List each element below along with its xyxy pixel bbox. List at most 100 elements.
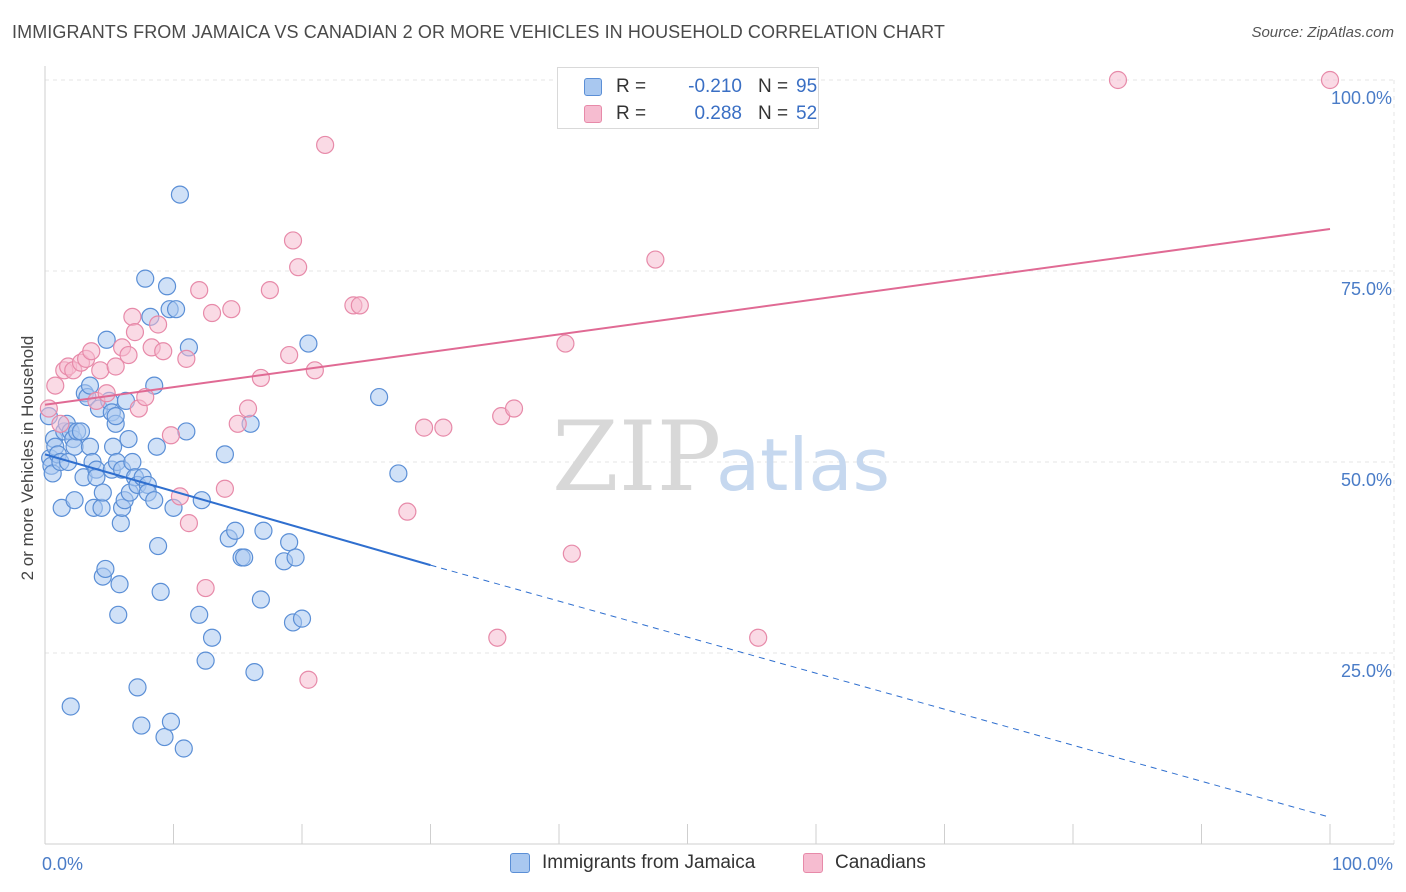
data-point-canadians	[46, 376, 65, 395]
legend-n-value: 52	[796, 103, 818, 124]
source-credit: Source: ZipAtlas.com	[1251, 24, 1394, 41]
x-tick-label: 100.0%	[1332, 854, 1393, 874]
data-point-jamaica	[93, 483, 112, 502]
data-point-jamaica	[119, 429, 138, 449]
y-tick-labels: 25.0% 50.0% 75.0% 100.0%	[1331, 88, 1392, 681]
data-point-jamaica	[202, 628, 222, 647]
y-tick-label: 25.0%	[1341, 661, 1392, 681]
legend-n-label: N =	[758, 76, 789, 97]
data-point-canadians	[299, 670, 318, 689]
trend-line-jamaica-extension	[430, 564, 1331, 818]
data-point-canadians	[488, 628, 507, 647]
data-point-jamaica	[128, 678, 147, 697]
series-canadians-points	[39, 70, 1340, 689]
data-point-jamaica	[132, 716, 151, 735]
data-point-jamaica	[123, 452, 142, 472]
y-axis-label: 2 or more Vehicles in Household	[18, 336, 37, 581]
data-point-jamaica	[254, 521, 273, 540]
data-point-jamaica	[190, 605, 209, 624]
watermark-zip: ZIP	[552, 401, 721, 513]
data-point-jamaica	[80, 437, 100, 456]
chart-title: IMMIGRANTS FROM JAMAICA VS CANADIAN 2 OR…	[12, 22, 945, 42]
data-point-jamaica	[148, 536, 168, 556]
data-point-canadians	[123, 307, 142, 326]
y-tick-label: 50.0%	[1341, 470, 1392, 490]
correlation-legend: R = -0.210 N = 95 R = 0.288 N = 52	[557, 67, 819, 129]
data-point-jamaica	[111, 514, 130, 533]
legend-r-value: -0.210	[688, 76, 742, 97]
data-point-canadians	[1108, 70, 1128, 90]
data-point-canadians	[562, 544, 581, 563]
legend-item-jamaica: Immigrants from Jamaica	[510, 852, 790, 878]
data-point-canadians	[749, 628, 768, 647]
data-point-canadians	[646, 250, 665, 269]
data-point-jamaica	[151, 582, 170, 601]
data-point-canadians	[283, 231, 303, 250]
data-point-canadians	[125, 323, 145, 342]
data-point-canadians	[1320, 70, 1340, 90]
data-point-jamaica	[174, 739, 193, 758]
data-point-jamaica	[226, 521, 245, 540]
data-point-jamaica	[104, 437, 123, 456]
data-point-jamaica	[80, 376, 100, 395]
legend-swatch-blue	[584, 78, 602, 96]
data-point-jamaica	[110, 575, 129, 594]
legend-n-value: 95	[796, 76, 818, 97]
data-point-canadians	[260, 281, 279, 300]
data-point-jamaica	[166, 300, 186, 319]
data-point-canadians	[136, 387, 155, 407]
data-point-jamaica	[136, 269, 155, 288]
data-point-jamaica	[109, 605, 128, 624]
data-point-canadians	[202, 303, 222, 323]
data-point-jamaica	[196, 651, 215, 670]
data-point-jamaica	[215, 445, 234, 464]
data-point-jamaica	[299, 334, 318, 353]
legend-r-label: R =	[616, 103, 647, 124]
data-point-canadians	[148, 315, 168, 334]
data-point-jamaica	[251, 590, 270, 609]
data-point-canadians	[398, 502, 417, 521]
data-point-jamaica	[370, 387, 389, 407]
y-tick-label: 100.0%	[1331, 88, 1392, 108]
data-point-canadians	[179, 514, 199, 533]
data-point-jamaica	[96, 559, 115, 579]
series-jamaica-points	[39, 185, 408, 758]
data-point-jamaica	[170, 185, 190, 204]
data-point-jamaica	[71, 422, 91, 441]
legend-label-canadians: Canadians	[835, 852, 926, 873]
data-point-canadians	[280, 345, 299, 365]
data-point-jamaica	[177, 422, 196, 441]
data-point-canadians	[196, 578, 215, 598]
data-point-canadians	[222, 300, 241, 319]
data-point-canadians	[97, 384, 116, 403]
data-point-canadians	[177, 349, 196, 368]
data-point-jamaica	[292, 609, 312, 628]
data-point-jamaica	[157, 277, 177, 296]
data-point-canadians	[119, 345, 138, 365]
data-point-canadians	[215, 479, 234, 498]
data-point-canadians	[190, 281, 209, 300]
data-point-jamaica	[389, 464, 408, 483]
data-point-canadians	[238, 399, 258, 418]
data-point-jamaica	[145, 491, 164, 510]
data-point-jamaica	[235, 548, 254, 567]
legend-label-jamaica: Immigrants from Jamaica	[542, 852, 756, 873]
legend-n-label: N =	[758, 103, 789, 124]
data-point-jamaica	[65, 491, 84, 510]
data-point-jamaica	[61, 697, 80, 716]
data-point-jamaica	[155, 727, 174, 747]
data-point-canadians	[434, 418, 453, 437]
data-point-canadians	[154, 342, 173, 361]
data-point-jamaica	[147, 437, 166, 456]
trend-lines	[44, 227, 1331, 818]
data-point-jamaica	[65, 437, 84, 456]
data-point-jamaica	[280, 533, 299, 552]
data-point-canadians	[106, 357, 125, 376]
data-point-canadians	[350, 296, 369, 315]
data-point-canadians	[556, 334, 575, 353]
legend-swatch-pink	[803, 853, 823, 873]
trend-line-jamaica	[44, 453, 431, 567]
legend-swatch-pink	[584, 105, 602, 123]
x-tick-label: 0.0%	[42, 854, 83, 874]
